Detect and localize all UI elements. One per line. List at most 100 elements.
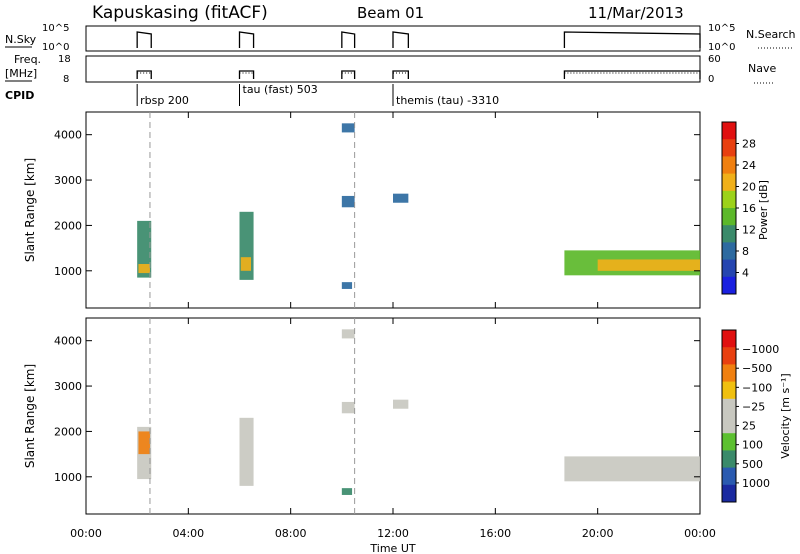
nsearch-label: N.Search	[746, 28, 796, 41]
colorbar-frame	[721, 329, 737, 503]
colorbar-tick-label: 1000	[742, 477, 770, 490]
x-tick-label: 16:00	[479, 527, 511, 540]
station-title: Kapuskasing (fitACF)	[92, 3, 268, 23]
x-tick-label: 04:00	[172, 527, 204, 540]
freq-strip-frame	[85, 55, 701, 83]
freq-trace	[341, 70, 356, 79]
velocity-cell	[138, 431, 150, 455]
colorbar-swatch	[722, 225, 736, 243]
nsky-trace	[341, 31, 356, 48]
nave-label: Nave	[748, 62, 776, 75]
velocity-colorbar: 1000 500 100 25 −25 −100 −500 −1000	[721, 329, 779, 503]
velocity-panel-frame	[85, 317, 701, 515]
y-tick-label: 4000	[54, 129, 82, 142]
date-label: 11/Mar/2013	[588, 4, 684, 22]
nsky-trace	[563, 31, 701, 48]
velocity-cell	[341, 488, 353, 495]
x-tick-label: 08:00	[275, 527, 307, 540]
nave-tick-top: 60	[708, 54, 721, 65]
velocity-heatmap	[137, 318, 700, 514]
colorbar-swatch	[722, 208, 736, 226]
cpid-label: CPID	[5, 89, 34, 102]
freq-trace	[392, 70, 410, 79]
cpid-event-label: themis (tau) -3310	[396, 94, 499, 107]
colorbar-swatch	[722, 416, 736, 434]
colorbar-tick-label: 24	[742, 159, 756, 172]
freq-trace	[238, 70, 255, 79]
nsky-trace	[392, 31, 410, 48]
colorbar-tick-label: 16	[742, 202, 756, 215]
nsky-tick-bottom: 10^0	[42, 42, 69, 53]
velocity-y-axis: 1000 2000 3000 4000	[54, 318, 701, 514]
power-cell	[137, 220, 152, 278]
freq-trace	[563, 70, 701, 79]
colorbar-swatch	[722, 259, 736, 278]
colorbar-tick-label: 28	[742, 138, 756, 151]
strip-traces	[136, 31, 701, 79]
nsky-tick-top: 10^5	[42, 23, 69, 34]
colorbar-swatch	[722, 484, 736, 503]
power-ylabel: Slant Range [km]	[23, 158, 37, 262]
velocity-ylabel: Slant Range [km]	[23, 364, 37, 468]
colorbar-tick-label: −500	[742, 362, 772, 375]
colorbar-tick-label: 500	[742, 458, 763, 471]
colorbar-swatch	[722, 433, 736, 451]
cpid-event-label: rbsp 200	[140, 94, 189, 107]
y-tick-label: 2000	[54, 425, 82, 438]
freq-label: Freq.	[14, 53, 41, 66]
freq-trace	[136, 70, 152, 79]
y-tick-label: 1000	[54, 265, 82, 278]
freq-unit: [MHz]	[5, 67, 37, 80]
power-cell	[341, 123, 355, 133]
colorbar-tick-label: 4	[742, 267, 749, 280]
nsky-label: N.Sky	[5, 33, 37, 46]
x-tick-label: 00:00	[684, 527, 716, 540]
y-tick-label: 2000	[54, 219, 82, 232]
colorbar-swatch	[722, 173, 736, 192]
colorbar-swatch	[722, 364, 736, 383]
colorbar-tick-label: −25	[742, 400, 765, 413]
nave-tick-bottom: 0	[708, 74, 714, 85]
freq-tick-bottom: 8	[63, 74, 69, 85]
power-cell	[341, 282, 353, 289]
velocity-cell	[341, 329, 355, 339]
velocity-cell	[564, 456, 700, 482]
beam-label: Beam 01	[357, 4, 424, 22]
time-x-axis: 00:00 04:00 08:00 12:00 16:00 20:00 00:00	[70, 527, 716, 540]
power-colorbar: 4 8 12 16 20 24 28	[721, 121, 756, 295]
colorbar-tick-label: −100	[742, 381, 772, 394]
colorbar-swatch	[722, 398, 736, 417]
power-cell	[341, 195, 355, 208]
colorbar-swatch	[722, 467, 736, 486]
y-tick-label: 4000	[54, 335, 82, 348]
nsearch-tick-bottom: 10^0	[708, 42, 735, 53]
colorbar-swatch	[722, 381, 736, 400]
colorbar-tick-label: 12	[742, 224, 756, 237]
nsky-trace	[238, 31, 255, 48]
power-cell	[138, 263, 150, 274]
freq-tick-top: 18	[58, 54, 71, 65]
power-cell	[393, 193, 409, 203]
colorbar-swatch	[722, 190, 736, 209]
cpid-events: rbsp 200 tau (fast) 503 themis (tau) -3310	[136, 83, 499, 107]
y-tick-label: 1000	[54, 471, 82, 484]
x-tick-label: 00:00	[70, 527, 102, 540]
xlabel: Time UT	[369, 542, 415, 554]
colorbar-tick-label: 20	[742, 181, 756, 194]
power-heatmap	[137, 112, 700, 308]
colorbar-swatch	[722, 139, 736, 157]
nsearch-tick-top: 10^5	[708, 23, 735, 34]
nsky-trace	[136, 31, 152, 48]
velocity-cell	[239, 417, 254, 486]
x-tick-label: 12:00	[377, 527, 409, 540]
colorbar-swatch	[722, 347, 736, 365]
velocity-cbar-label: Velocity [m s⁻¹]	[779, 373, 792, 458]
colorbar-swatch	[722, 242, 736, 261]
colorbar-swatch	[722, 450, 736, 469]
velocity-cell	[341, 401, 355, 414]
power-cbar-label: Power [dB]	[757, 180, 770, 240]
colorbar-swatch	[722, 330, 736, 348]
colorbar-tick-label: 8	[742, 245, 749, 258]
colorbar-swatch	[722, 156, 736, 175]
